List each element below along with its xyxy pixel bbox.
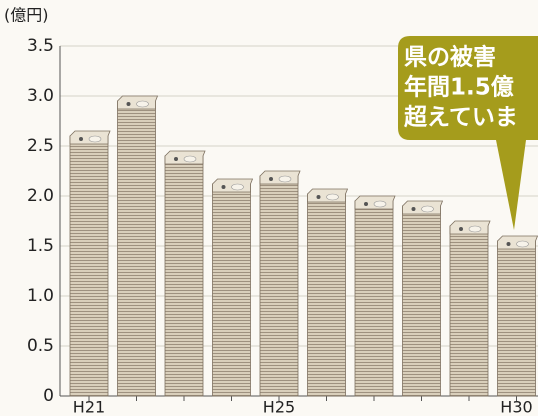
- y-tick-label: 2.5: [27, 136, 54, 156]
- yen-mark: [507, 242, 511, 246]
- callout-text: 年間1.5億: [404, 74, 514, 101]
- y-tick-label: 3.0: [27, 86, 54, 106]
- bar: [450, 226, 488, 396]
- bill-mark: [137, 101, 149, 107]
- yen-mark: [364, 202, 368, 206]
- x-tick-label: H30: [500, 398, 532, 416]
- y-tick-label: 1.0: [27, 286, 54, 306]
- y-tick-label: 2.0: [27, 186, 54, 206]
- bar: [118, 101, 156, 396]
- bill-mark: [469, 226, 481, 232]
- bill-mark: [374, 201, 386, 207]
- y-tick-label: 0: [43, 386, 54, 406]
- bar: [213, 184, 251, 396]
- yen-mark: [317, 195, 321, 199]
- yen-mark: [222, 185, 226, 189]
- bar: [308, 194, 346, 396]
- bar: [355, 201, 393, 396]
- yen-mark: [79, 137, 83, 141]
- yen-mark: [412, 207, 416, 211]
- y-tick-label: 1.5: [27, 236, 54, 256]
- bill-mark: [517, 241, 529, 247]
- yen-mark: [127, 102, 131, 106]
- bar: [165, 156, 203, 396]
- y-tick-label: 3.5: [27, 36, 54, 56]
- bar: [70, 136, 108, 396]
- bill-mark: [89, 136, 101, 142]
- y-axis-unit: (億円): [4, 6, 49, 25]
- bill-mark: [279, 176, 291, 182]
- bill-mark: [422, 206, 434, 212]
- bar: [498, 241, 536, 396]
- bar: [260, 176, 298, 396]
- yen-mark: [174, 157, 178, 161]
- yen-mark: [459, 227, 463, 231]
- bill-mark: [232, 184, 244, 190]
- callout-text: 超えていま: [404, 105, 518, 131]
- chart: (億円) 0 0.5 1.0 1.5 2.0 2.5 3.0 3.5 H21 H25 H30 県の被害…: [0, 0, 538, 416]
- y-tick-label: 0.5: [27, 336, 54, 356]
- callout-text: 県の被害: [404, 44, 496, 71]
- bill-mark: [184, 156, 196, 162]
- bar: [403, 206, 441, 396]
- bill-mark: [327, 194, 339, 200]
- x-tick-label: H25: [263, 398, 295, 416]
- yen-mark: [269, 177, 273, 181]
- x-tick-label: H21: [73, 398, 105, 416]
